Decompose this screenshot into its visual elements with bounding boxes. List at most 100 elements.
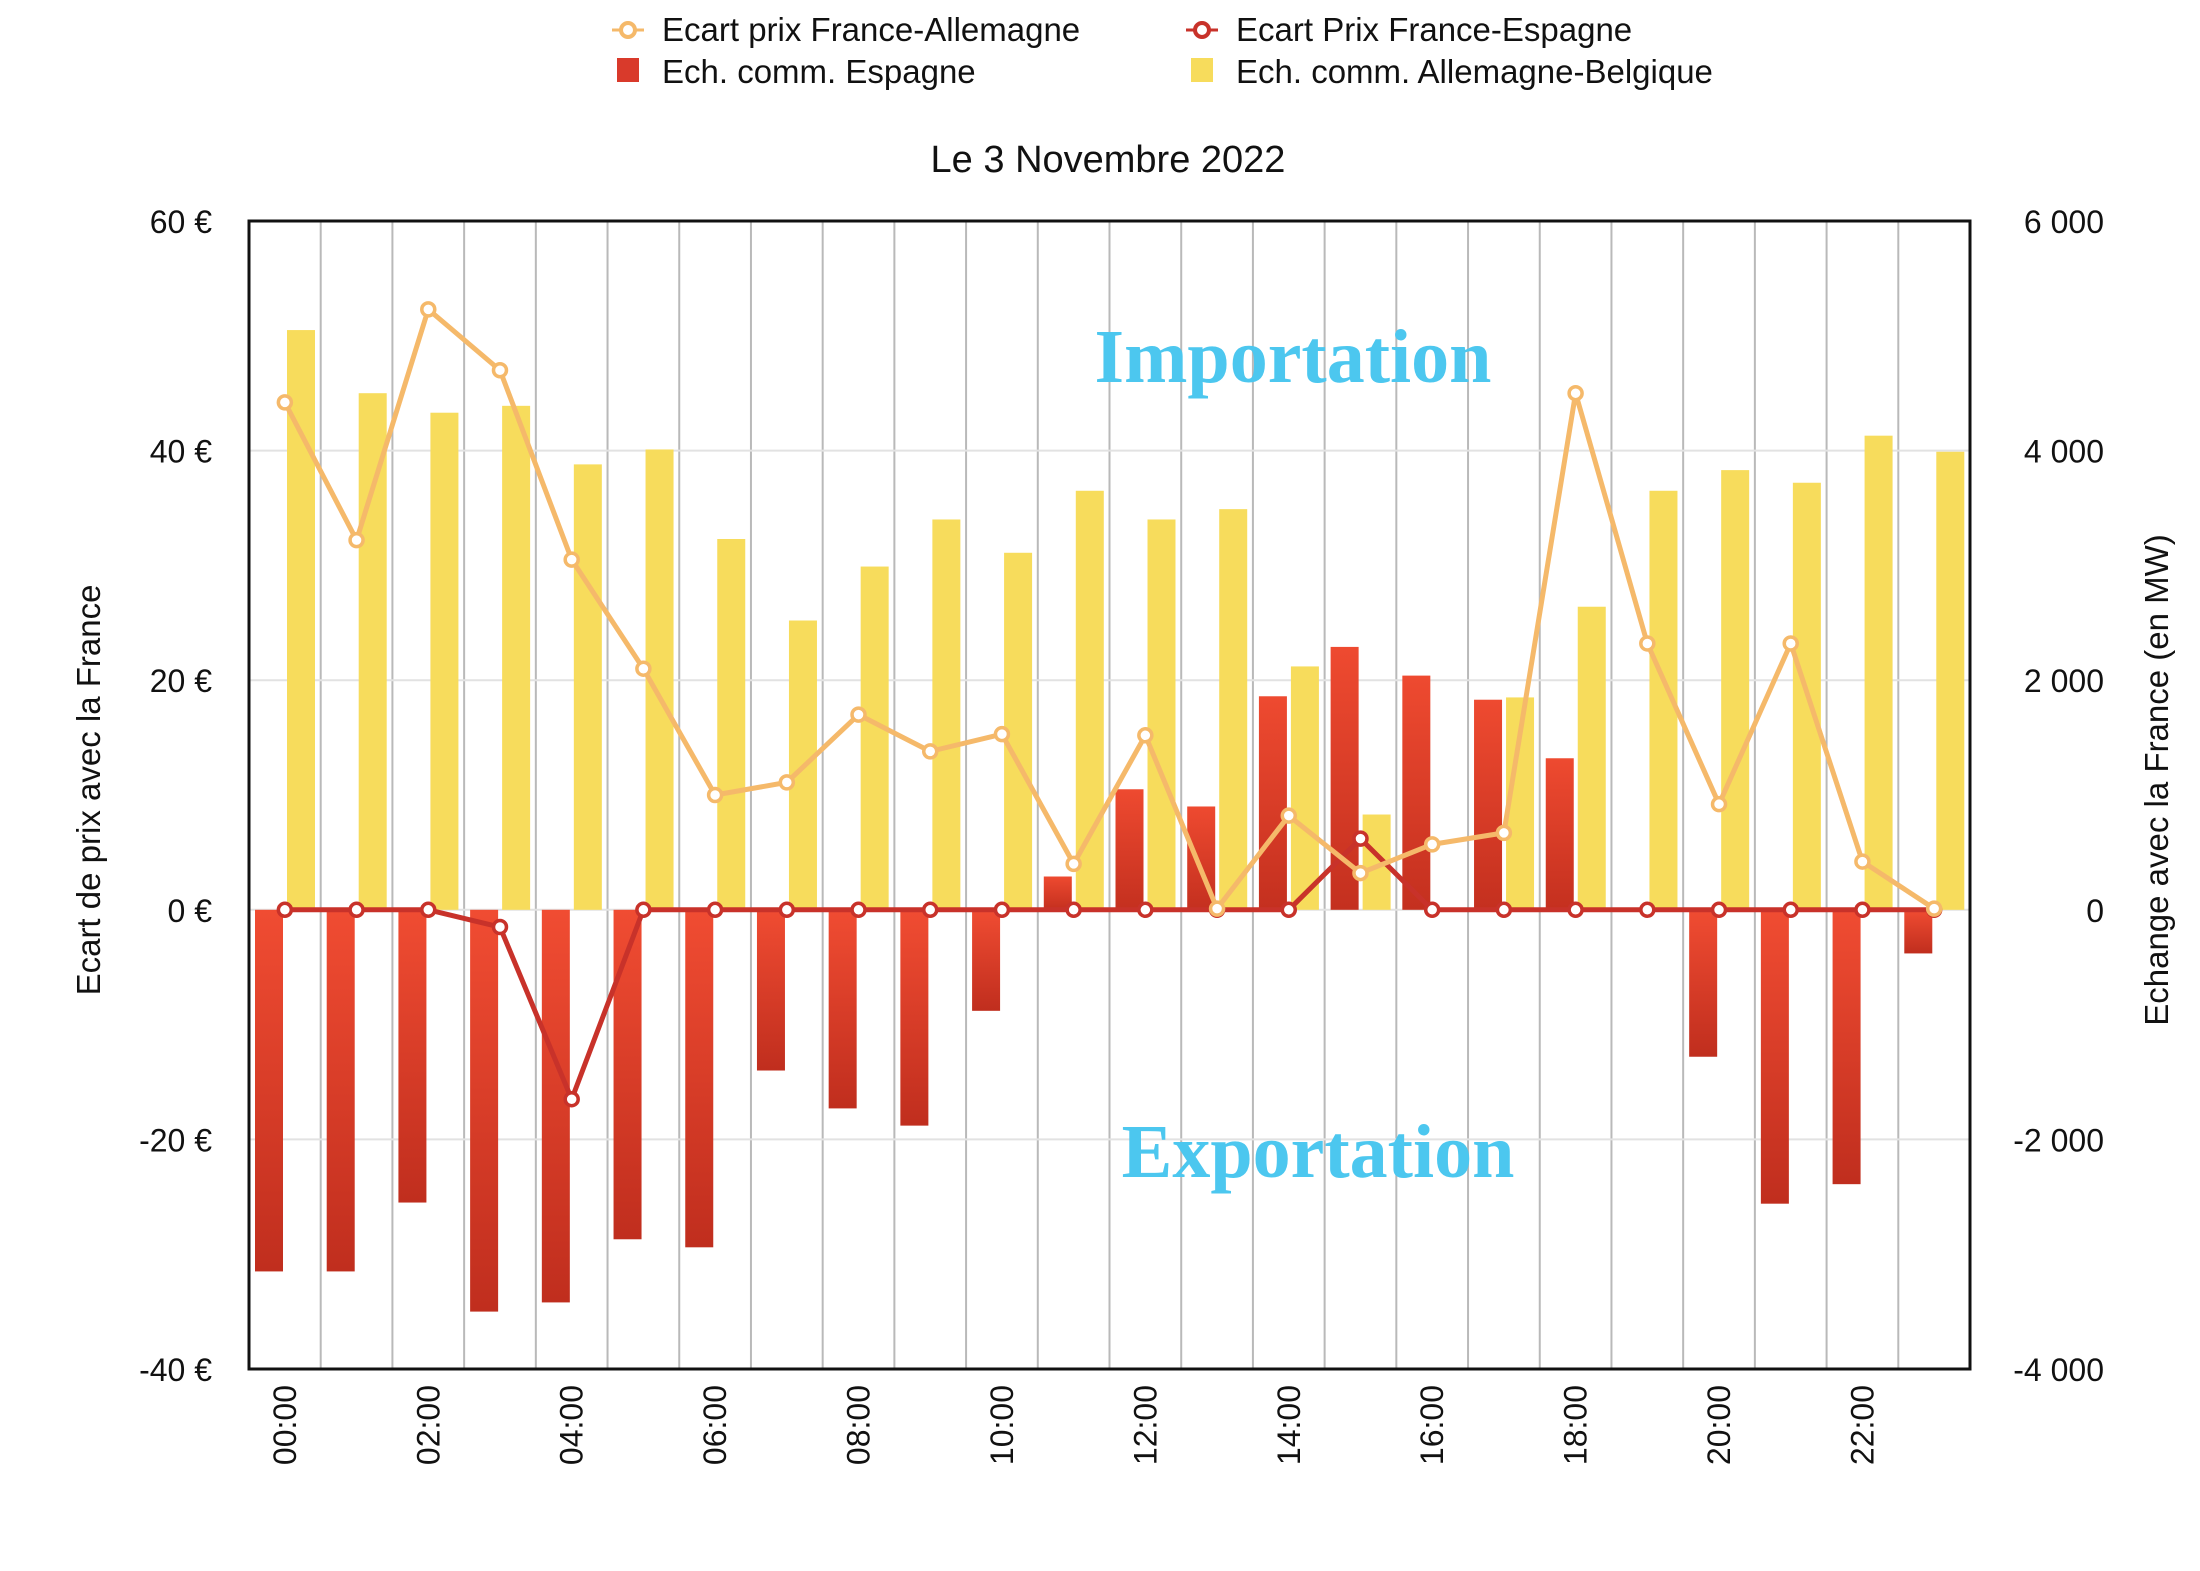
point-ecart-allemagne — [993, 725, 1011, 743]
bar-ech-allemagne-belgique — [502, 405, 531, 910]
y2-axis-ticks: 6 000 4 000 2 000 0 -2 000 -4 000 — [2013, 204, 2104, 1388]
bar-ech-allemagne-belgique — [1290, 666, 1319, 910]
point-ecart-espagne — [1423, 901, 1441, 919]
bar-ech-allemagne-belgique — [1219, 509, 1248, 910]
y2-tick-label: 4 000 — [2024, 434, 2104, 470]
point-ecart-allemagne — [1782, 635, 1799, 652]
point-ecart-allemagne — [1208, 900, 1226, 917]
bar-ech-espagne — [1904, 909, 1933, 954]
bar-ech-espagne — [470, 909, 499, 1312]
point-ecart-espagne — [1710, 901, 1728, 919]
point-ecart-espagne — [491, 918, 509, 936]
point-ecart-allemagne — [563, 551, 580, 568]
y2-tick-label: 2 000 — [2024, 663, 2104, 699]
point-ecart-allemagne — [348, 531, 365, 549]
point-ecart-espagne — [348, 901, 365, 919]
annotation-exportation: Exportation — [1122, 1110, 1515, 1194]
y-tick-label: -40 € — [139, 1352, 212, 1388]
y-tick-label: 20 € — [150, 663, 212, 699]
y2-tick-label: -4 000 — [2013, 1352, 2104, 1388]
legend-item-ech-espagne: Ech. comm. Espagne — [617, 53, 976, 90]
bar-ech-espagne — [828, 909, 857, 1109]
point-ecart-espagne — [1137, 901, 1154, 919]
x-tick-label: 14:00 — [1271, 1385, 1307, 1465]
bar-ech-espagne — [1689, 909, 1718, 1057]
bar-ech-allemagne-belgique — [430, 412, 459, 910]
point-ecart-espagne — [1639, 901, 1656, 919]
point-ecart-espagne — [1854, 901, 1871, 919]
x-tick-label: 00:00 — [267, 1385, 303, 1465]
bar-ech-espagne — [1545, 758, 1574, 910]
bar-ech-espagne — [1043, 876, 1072, 910]
bar-ech-espagne — [1832, 909, 1861, 1185]
bar-ech-allemagne-belgique — [1075, 490, 1104, 910]
point-ecart-allemagne — [706, 786, 724, 804]
bar-ech-allemagne-belgique — [717, 538, 746, 910]
point-ecart-allemagne — [1710, 795, 1728, 813]
plot-frame — [247, 219, 1972, 1371]
y2-axis-title: Echange avec la France (en MW) — [2138, 534, 2175, 1026]
bar-ech-espagne — [613, 909, 642, 1240]
y-tick-label: -20 € — [139, 1122, 212, 1158]
x-tick-label: 20:00 — [1701, 1385, 1737, 1465]
legend-circle-icon — [619, 21, 637, 39]
legend: Ecart prix France-Allemagne Ecart Prix F… — [612, 11, 1713, 90]
point-ecart-allemagne — [1639, 635, 1656, 652]
point-ecart-allemagne — [1352, 864, 1369, 882]
y-axis-ticks: 60 € 40 € 20 € 0 € -20 € -40 € — [139, 204, 212, 1388]
line-ecart-allemagne — [282, 306, 1936, 912]
point-ecart-allemagne — [420, 301, 437, 318]
point-ecart-allemagne — [1495, 824, 1513, 842]
point-ecart-allemagne — [778, 774, 796, 791]
y2-tick-label: 6 000 — [2024, 204, 2104, 240]
point-ecart-allemagne — [491, 361, 509, 379]
y-axis-title: Ecart de prix avec la France — [70, 585, 107, 996]
legend-item-ecart-espagne: Ecart Prix France-Espagne — [1186, 11, 1632, 48]
point-ecart-allemagne — [921, 743, 939, 760]
bar-ech-allemagne-belgique — [358, 393, 387, 910]
bar-ech-espagne — [326, 909, 355, 1272]
bar-ech-espagne — [900, 909, 929, 1126]
point-ecart-allemagne — [635, 660, 652, 677]
bar-ech-allemagne-belgique — [1721, 470, 1750, 910]
point-ecart-espagne — [921, 901, 939, 919]
legend-square-icon — [617, 58, 639, 82]
point-ecart-espagne — [778, 901, 796, 919]
x-axis-ticks: 00:00 02:00 04:00 06:00 08:00 10:00 12:00 14:00… — [267, 1385, 1881, 1465]
point-ecart-allemagne — [1567, 384, 1584, 402]
legend-circle-icon — [1193, 21, 1211, 39]
bar-ech-espagne — [756, 909, 785, 1071]
point-ecart-allemagne — [1854, 853, 1871, 870]
legend-label: Ech. comm. Allemagne-Belgique — [1236, 53, 1713, 90]
point-ecart-espagne — [1065, 901, 1082, 919]
bar-ech-allemagne-belgique — [287, 330, 315, 910]
lines — [276, 301, 1943, 1108]
x-tick-label: 06:00 — [697, 1385, 733, 1465]
bar-ech-espagne — [255, 909, 283, 1272]
point-ecart-espagne — [1280, 901, 1298, 919]
bar-ech-allemagne-belgique — [1936, 451, 1965, 910]
line-ecart-espagne — [284, 836, 1935, 1102]
point-ecart-espagne — [1495, 901, 1513, 919]
point-ecart-allemagne — [1280, 807, 1298, 824]
point-ecart-espagne — [276, 901, 294, 919]
point-ecart-espagne — [706, 901, 724, 919]
point-ecart-allemagne — [1925, 900, 1943, 917]
point-ecart-allemagne — [850, 706, 867, 723]
point-ecart-allemagne — [1423, 836, 1441, 853]
bar-ech-allemagne-belgique — [860, 566, 889, 910]
point-ecart-espagne — [420, 901, 437, 919]
point-ecart-espagne — [1567, 901, 1584, 919]
point-ecart-allemagne — [276, 394, 294, 411]
legend-item-ecart-allemagne: Ecart prix France-Allemagne — [612, 11, 1080, 48]
y-tick-label: 60 € — [150, 204, 212, 240]
x-tick-label: 02:00 — [410, 1385, 446, 1465]
y2-tick-label: -2 000 — [2013, 1122, 2104, 1158]
point-ecart-espagne — [850, 901, 867, 919]
x-tick-label: 22:00 — [1844, 1385, 1880, 1465]
point-ecart-espagne — [993, 901, 1011, 919]
legend-label: Ech. comm. Espagne — [662, 53, 976, 90]
bar-ech-espagne — [1402, 675, 1431, 910]
legend-label: Ecart prix France-Allemagne — [662, 11, 1080, 48]
